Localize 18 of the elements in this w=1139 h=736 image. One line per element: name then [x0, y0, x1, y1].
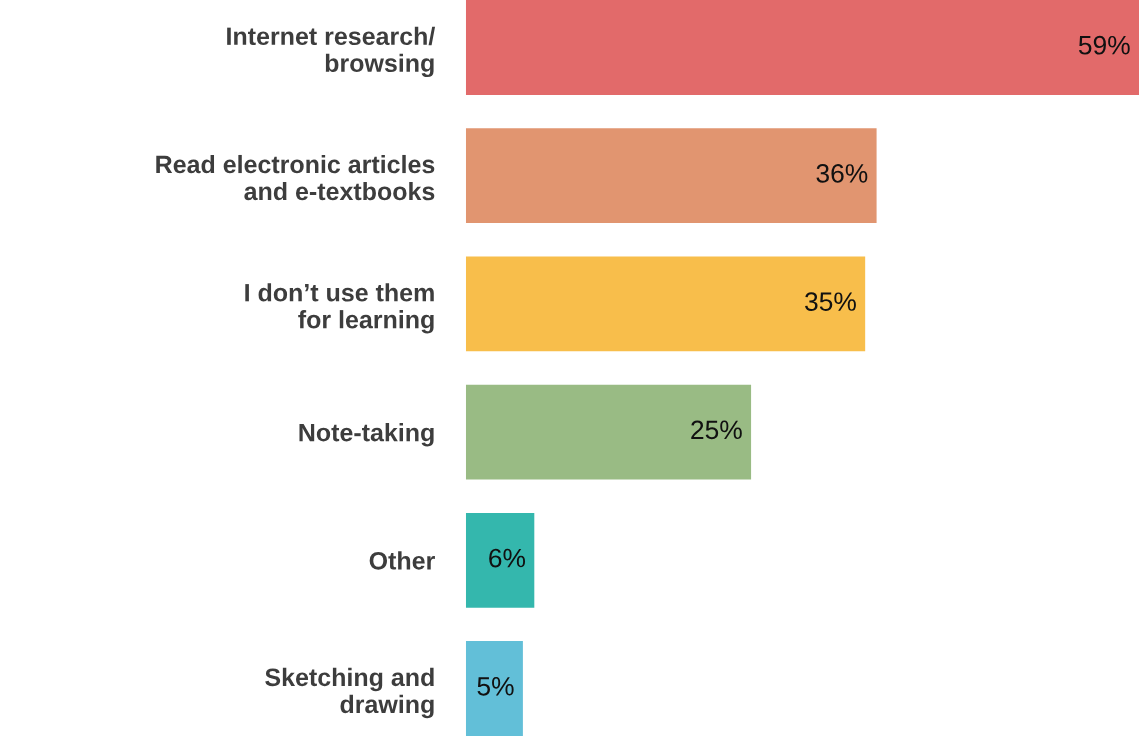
bar [465, 512, 535, 608]
data-label: 25% [691, 420, 742, 440]
data-label: 36% [816, 164, 868, 183]
bar [465, 256, 866, 352]
y-tick-label: Note-taking [299, 423, 434, 447]
y-tick-label: I don’t use them for learning [245, 283, 434, 334]
bar [465, 128, 877, 224]
y-tick-label: Internet research/ browsing [227, 26, 436, 78]
bar [465, 641, 523, 736]
bar [465, 384, 752, 480]
y-tick-label: Other [369, 551, 435, 570]
data-label: 5% [477, 677, 514, 696]
y-tick-label: Read electronic articles and e-textbooks [156, 154, 435, 201]
data-label: 59% [1078, 35, 1130, 55]
bar [465, 0, 1139, 95]
data-label: 6% [489, 548, 526, 568]
y-tick-label: Sketching and drawing [265, 667, 434, 719]
data-label: 35% [805, 292, 856, 311]
